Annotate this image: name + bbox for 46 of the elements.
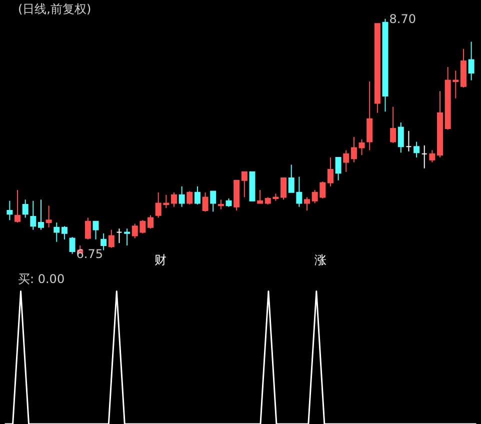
candlestick <box>241 171 248 198</box>
candlestick <box>304 196 310 211</box>
candlestick <box>358 138 365 156</box>
candlestick <box>218 199 224 210</box>
candlestick <box>390 106 396 144</box>
candlestick <box>414 141 420 158</box>
candlestick <box>30 200 36 230</box>
chart-title: (日线,前复权) <box>18 2 92 16</box>
chart-title: 买: 0.00 <box>18 272 65 286</box>
candlestick <box>92 220 99 240</box>
annotation: 涨 <box>314 253 327 267</box>
candlestick <box>46 205 52 228</box>
annotation: 8.70 <box>389 12 416 26</box>
candlestick <box>100 232 107 251</box>
candlestick <box>108 229 114 248</box>
candlestick <box>335 156 342 181</box>
candlestick <box>257 190 264 204</box>
candlestick <box>398 122 404 154</box>
annotation: 财 <box>154 253 166 267</box>
candlestick <box>210 190 216 212</box>
candlestick <box>22 199 28 218</box>
candlestick <box>194 186 200 205</box>
candlestick <box>429 150 436 163</box>
candlestick <box>468 41 474 81</box>
candlestick <box>170 192 177 208</box>
candlestick <box>6 200 13 221</box>
candlestick <box>38 199 44 230</box>
candlestick <box>280 177 287 200</box>
candlestick <box>124 228 130 246</box>
candlestick <box>14 190 21 224</box>
candlestick <box>406 130 412 152</box>
annotation: 6.75 <box>76 246 104 261</box>
candlestick <box>116 228 122 244</box>
candlestick <box>421 144 428 169</box>
candlestick <box>366 80 373 151</box>
candlestick <box>54 222 60 242</box>
candlestick <box>84 217 91 240</box>
candlestick <box>343 150 350 172</box>
candlestick <box>327 156 334 187</box>
candlestick <box>350 136 357 163</box>
candlestick <box>61 226 68 240</box>
candlestick <box>202 192 208 212</box>
candlestick <box>186 190 193 205</box>
candlestick <box>148 214 154 230</box>
candlestick <box>69 236 76 254</box>
candlestick <box>178 186 185 208</box>
